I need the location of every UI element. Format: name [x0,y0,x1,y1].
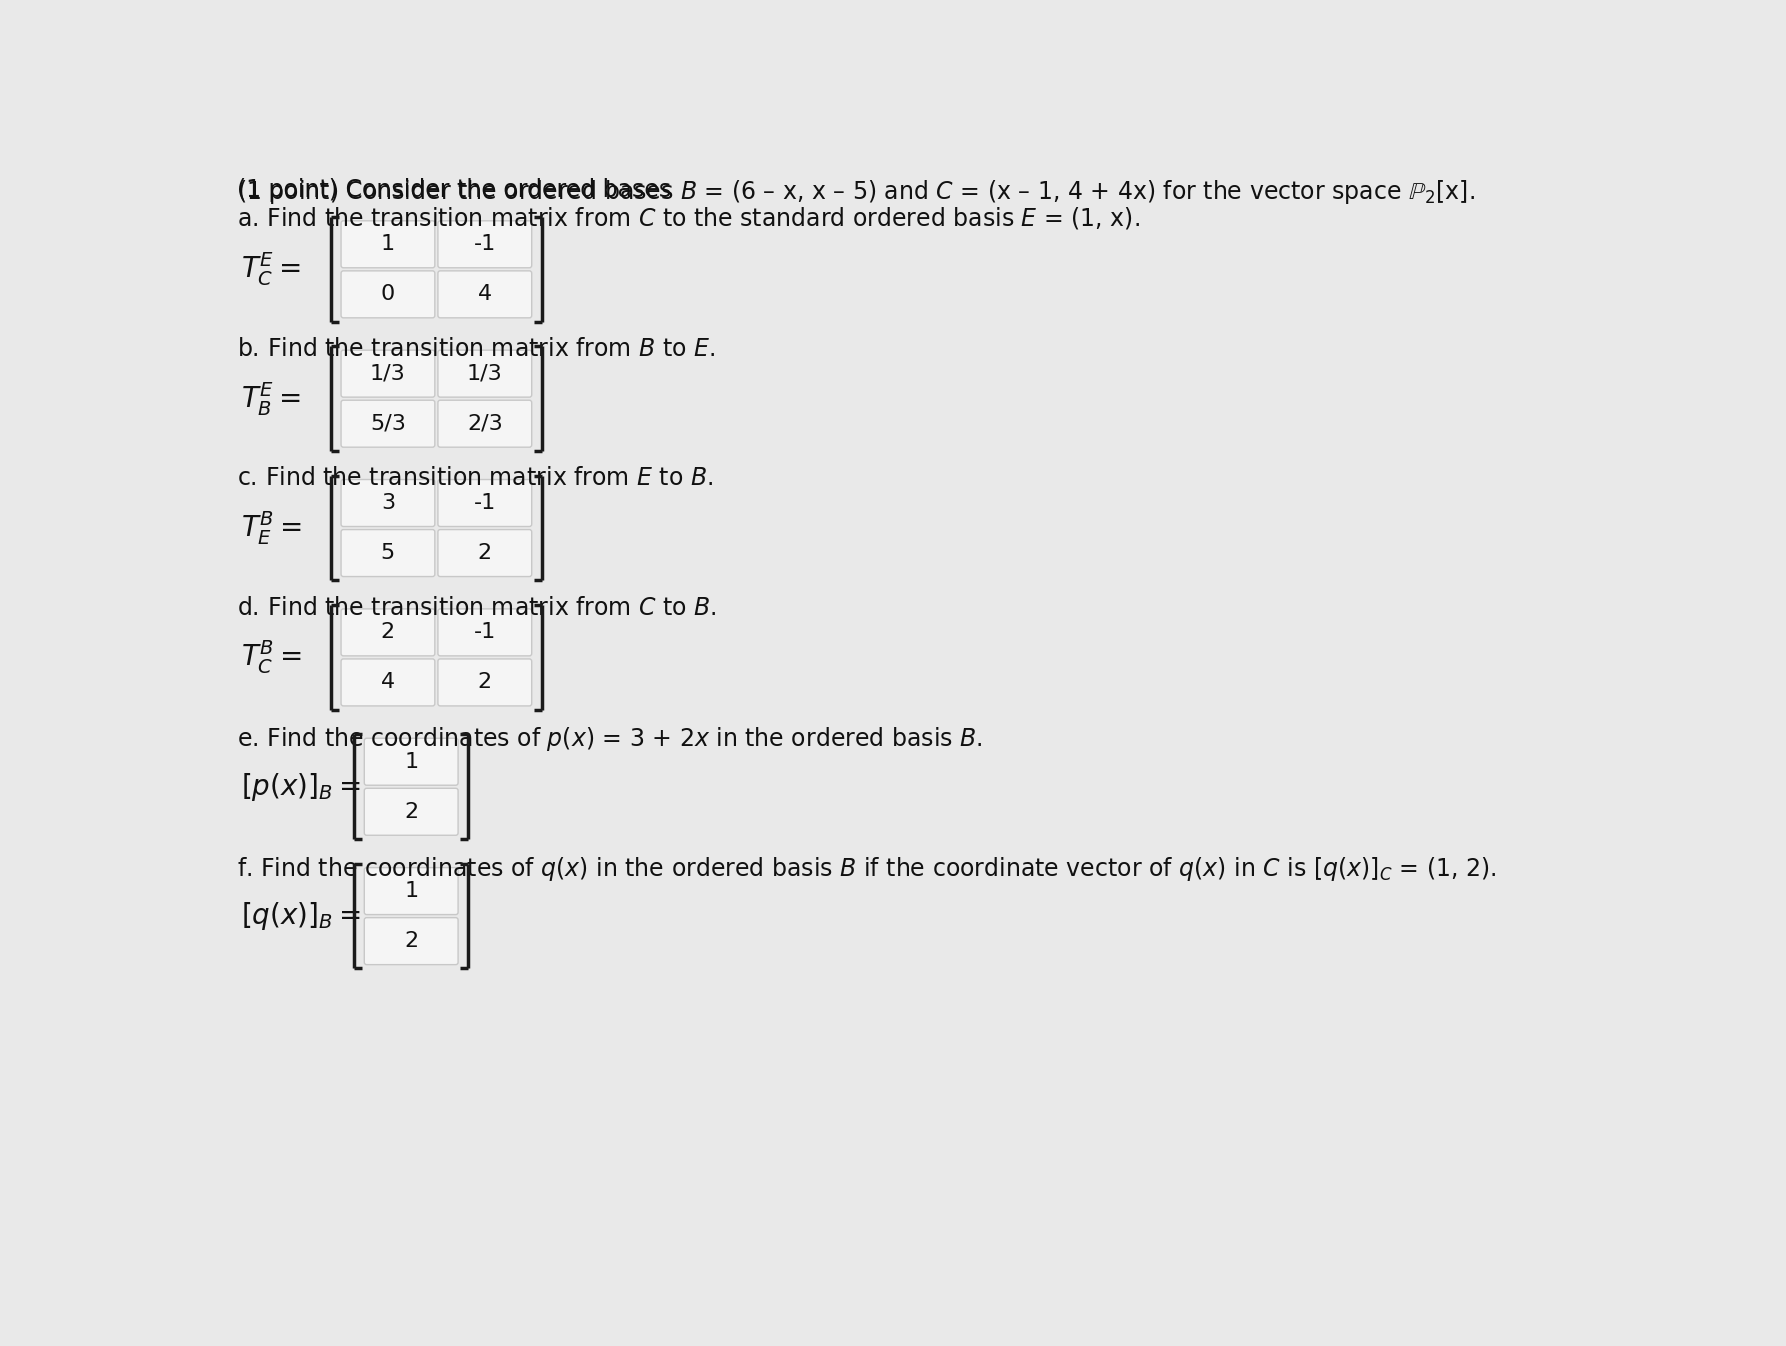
FancyBboxPatch shape [438,350,532,397]
FancyBboxPatch shape [438,400,532,447]
FancyBboxPatch shape [341,221,434,268]
Text: 0: 0 [380,284,395,304]
Text: 1: 1 [404,751,418,771]
FancyBboxPatch shape [438,221,532,268]
Text: -1: -1 [473,622,497,642]
FancyBboxPatch shape [341,479,434,526]
Text: $[q(x)]_B =$: $[q(x)]_B =$ [241,900,361,933]
Text: (1 point) Consider the ordered bases $\mathit{B}$ = (6 – x, x – 5) and $\mathit{: (1 point) Consider the ordered bases $\m… [238,179,1475,206]
Text: 2: 2 [380,622,395,642]
FancyBboxPatch shape [438,660,532,705]
Text: $[p(x)]_B =$: $[p(x)]_B =$ [241,771,361,802]
FancyBboxPatch shape [364,918,457,965]
Text: $T_C^E =$: $T_C^E =$ [241,250,300,288]
FancyBboxPatch shape [364,738,457,785]
Text: c. Find the transition matrix from $\mathit{E}$ to $\mathit{B}$.: c. Find the transition matrix from $\mat… [238,467,713,490]
Text: 1: 1 [404,882,418,900]
FancyBboxPatch shape [341,271,434,318]
Text: $T_B^E =$: $T_B^E =$ [241,380,300,417]
FancyBboxPatch shape [438,529,532,576]
FancyBboxPatch shape [364,868,457,914]
Text: d. Find the transition matrix from $\mathit{C}$ to $\mathit{B}$.: d. Find the transition matrix from $\mat… [238,596,716,619]
Text: 2: 2 [404,931,418,952]
Text: $T_E^B =$: $T_E^B =$ [241,509,302,546]
Text: e. Find the coordinates of $p(x)$ = 3 + 2$x$ in the ordered basis $\mathit{B}$.: e. Find the coordinates of $p(x)$ = 3 + … [238,725,982,754]
Text: 2: 2 [477,673,491,692]
FancyBboxPatch shape [438,271,532,318]
Text: (1 point) Consider the ordered bases: (1 point) Consider the ordered bases [238,179,679,202]
FancyBboxPatch shape [438,479,532,526]
Text: 3: 3 [380,493,395,513]
Text: f. Find the coordinates of $q(x)$ in the ordered basis $\mathit{B}$ if the coord: f. Find the coordinates of $q(x)$ in the… [238,855,1497,883]
Text: 2/3: 2/3 [466,413,502,433]
FancyBboxPatch shape [341,400,434,447]
Text: 2: 2 [404,802,418,822]
Text: b. Find the transition matrix from $\mathit{B}$ to $\mathit{E}$.: b. Find the transition matrix from $\mat… [238,336,716,361]
Text: 1: 1 [380,234,395,254]
Text: 4: 4 [380,673,395,692]
FancyBboxPatch shape [341,529,434,576]
FancyBboxPatch shape [341,660,434,705]
Text: a. Find the transition matrix from $\mathit{C}$ to the standard ordered basis $\: a. Find the transition matrix from $\mat… [238,205,1139,230]
Text: 4: 4 [477,284,491,304]
Text: 1/3: 1/3 [370,363,405,384]
Text: $T_C^B =$: $T_C^B =$ [241,638,302,676]
Text: 5: 5 [380,542,395,563]
FancyBboxPatch shape [364,789,457,836]
FancyBboxPatch shape [341,350,434,397]
Text: 5/3: 5/3 [370,413,405,433]
FancyBboxPatch shape [438,608,532,656]
FancyBboxPatch shape [341,608,434,656]
Text: 2: 2 [477,542,491,563]
Text: -1: -1 [473,493,497,513]
Text: -1: -1 [473,234,497,254]
Text: 1/3: 1/3 [466,363,502,384]
